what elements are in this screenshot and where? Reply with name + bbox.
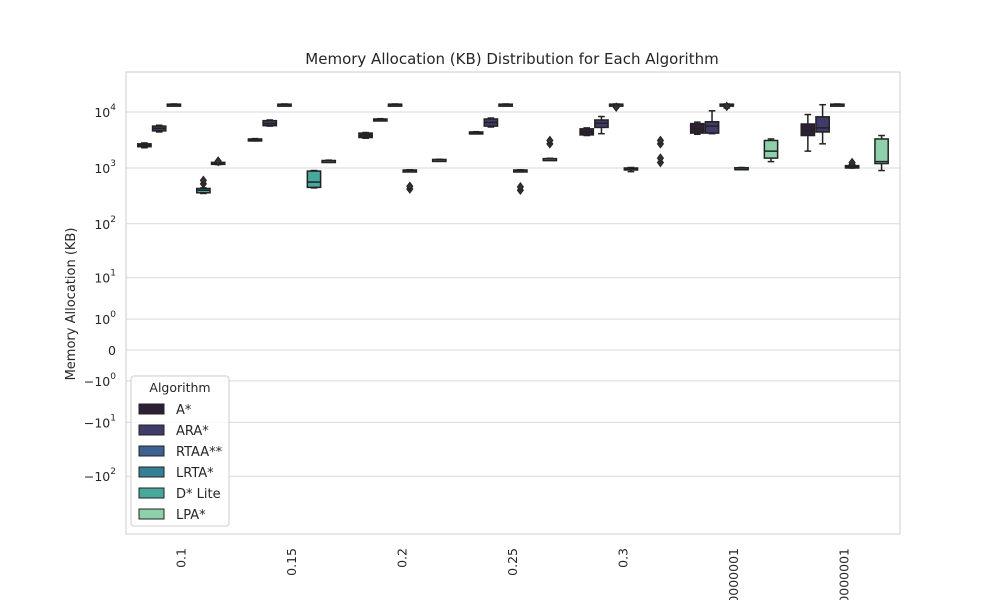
outlier-point [199, 175, 208, 186]
legend-label: LRTA* [176, 466, 214, 481]
outlier-point [848, 157, 856, 168]
box [815, 116, 830, 133]
outlier-point [516, 181, 524, 192]
x-tick-label: 0.3 [616, 548, 631, 568]
x-tick-label: 0.15 [284, 548, 299, 576]
y-axis-label: Memory Allocation (KB) [64, 228, 79, 381]
legend-label: A* [176, 403, 192, 418]
legend-swatch [138, 487, 165, 499]
legend-swatch [138, 466, 165, 478]
y-tick-label: −101 [84, 413, 116, 430]
legend-swatch [138, 403, 165, 415]
y-tick-label: −100 [84, 372, 116, 389]
x-tick-label: 0.1 [173, 548, 188, 568]
gridlines [126, 111, 900, 477]
outlier-point [723, 101, 731, 112]
outlier-point [656, 135, 665, 146]
box [306, 170, 322, 189]
x-tick-labels: 0.1 0.15 0.2 0.25 0.3 0000001 0000001 [173, 548, 851, 600]
y-tick-label: 100 [94, 310, 116, 327]
x-tick-label: 0.2 [394, 548, 409, 568]
outlier-point [214, 156, 222, 166]
plot-frame [125, 71, 901, 535]
outlier-point [656, 153, 665, 163]
box [800, 123, 816, 137]
y-tick-label: 0 [108, 343, 116, 358]
outlier-point [546, 135, 554, 146]
x-tick-label: 0000001 [726, 548, 741, 600]
box [763, 139, 779, 159]
chart-title: Memory Allocation (KB) Distribution for … [305, 50, 718, 68]
legend-swatch [138, 508, 165, 520]
legend-label: LPA* [176, 508, 206, 523]
y-tick-labels: 104 103 102 101 100 0 −100 −101 −102 [84, 103, 116, 484]
x-tick-label: 0000001 [837, 548, 852, 600]
y-tick-label: 102 [94, 215, 116, 232]
legend: Algorithm A* ARA* RTAA** LRTA* D* Lite LPA* [130, 375, 230, 527]
y-tick-label: −102 [84, 467, 116, 484]
legend-label: RTAA** [176, 445, 223, 460]
legend-title: Algorithm [149, 380, 210, 395]
box [704, 120, 720, 134]
y-tick-label: 103 [94, 159, 116, 176]
y-tick-label: 104 [94, 103, 116, 120]
outlier-point [612, 102, 620, 112]
outlier-point [406, 181, 414, 192]
legend-swatch [138, 424, 165, 436]
x-tick-label: 0.25 [505, 548, 520, 576]
y-tick-label: 101 [94, 269, 116, 286]
legend-label: D* Lite [176, 487, 221, 502]
legend-label: ARA* [176, 424, 209, 439]
legend-swatch [138, 445, 165, 457]
box [874, 138, 889, 165]
boxes-layer [137, 101, 889, 196]
